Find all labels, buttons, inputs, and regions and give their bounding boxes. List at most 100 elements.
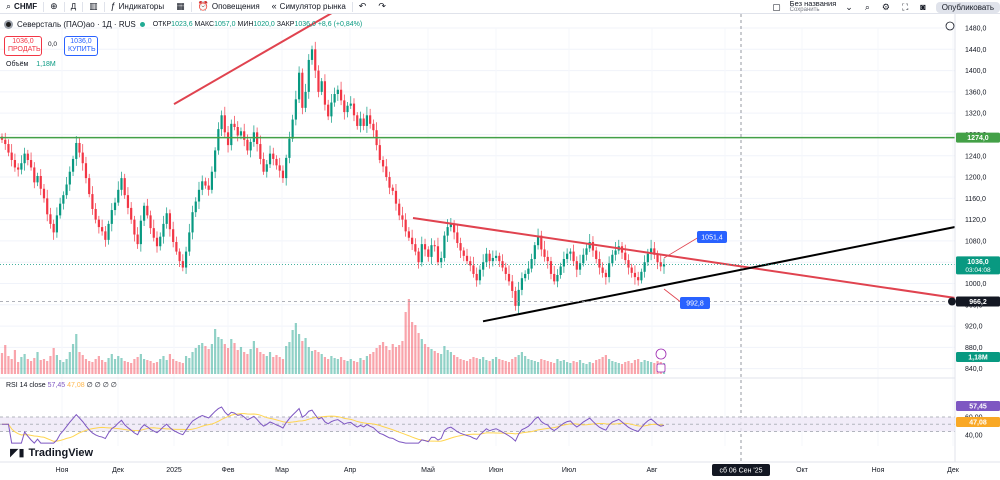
volume-bar <box>68 352 71 374</box>
candle <box>49 214 52 224</box>
candle <box>91 194 94 209</box>
candle <box>207 185 210 190</box>
candle <box>117 189 120 203</box>
candle <box>559 266 562 275</box>
chart-type-button[interactable]: ▥ <box>83 0 104 14</box>
quick-search-button[interactable]: ⌕ <box>859 0 876 14</box>
candle <box>268 153 272 165</box>
undo-button[interactable]: ↶ <box>353 0 373 14</box>
price-chart[interactable]: 1480,01440,01400,01360,01320,01280,01240… <box>0 14 1000 480</box>
rsi-value-tag-label: 57,45 <box>969 404 987 411</box>
rsi-ma-tag-bg <box>956 417 1000 427</box>
price-tick-label: 1000,0 <box>965 281 987 288</box>
plus-circle-icon: ⊕ <box>50 1 58 11</box>
volume-bar <box>575 362 578 374</box>
volume-bar <box>536 362 540 374</box>
candle <box>472 265 475 274</box>
volume-bar <box>297 334 301 374</box>
snapshot-button[interactable]: ◙ <box>914 0 931 14</box>
candle <box>362 118 365 126</box>
volume-bar <box>507 362 511 374</box>
price-axis[interactable]: 1480,01440,01400,01360,01320,01280,01240… <box>954 14 1000 462</box>
volume-bar <box>236 350 239 374</box>
volume-bar <box>501 360 504 374</box>
candle <box>517 289 520 306</box>
volume-bar <box>207 349 210 374</box>
time-axis[interactable]: НояДек2025ФевМарАпрМайИюнИюлАвгСенОктНоя… <box>0 461 1000 476</box>
candle <box>356 115 359 126</box>
change-value: +8,6 (+0,84%) <box>317 21 363 28</box>
candle <box>456 232 459 244</box>
trendlines[interactable] <box>0 14 981 323</box>
high-value: 1057,0 <box>214 21 236 28</box>
candle <box>155 237 159 247</box>
volume-bar <box>71 344 75 374</box>
toolbar-divider <box>351 1 353 12</box>
volume-bar <box>126 362 130 374</box>
symbol-search[interactable]: ⌕ CHMF <box>0 0 43 14</box>
fullscreen-button[interactable]: ⛶ <box>896 0 914 14</box>
volume-bar <box>556 359 559 374</box>
candle <box>230 123 233 146</box>
layout-button[interactable]: ▢ Без названия Сохранить ⌄ <box>766 0 859 14</box>
publish-button[interactable]: Опубликовать <box>935 1 1000 13</box>
candle <box>123 178 126 196</box>
candle <box>197 189 201 202</box>
price-tick-label: 1080,0 <box>965 238 987 245</box>
volume-bar <box>620 364 624 374</box>
alerts-button[interactable]: ⏰ Оповещения <box>192 0 266 14</box>
candle <box>591 241 595 251</box>
volume-bar <box>449 352 452 374</box>
interval-button[interactable]: Д <box>65 0 82 14</box>
candle <box>546 256 549 262</box>
rsi-band <box>0 377 1000 432</box>
redo-button[interactable]: ↷ <box>372 0 392 14</box>
candle <box>214 150 217 172</box>
volume-bar <box>214 329 217 374</box>
volume-bar <box>585 364 588 374</box>
indicators-button[interactable]: ƒ Индикаторы <box>105 0 171 14</box>
candle <box>533 245 536 260</box>
line-level-handle-icon <box>948 297 956 306</box>
fullscreen-icon: ⛶ <box>901 1 909 12</box>
candle <box>26 153 29 161</box>
line-level-tag-label: 966,2 <box>969 299 987 306</box>
volume-bar <box>23 354 26 374</box>
price-tick-label: 1360,0 <box>965 89 987 96</box>
volume-bar <box>359 358 362 374</box>
volume-bar <box>582 363 585 374</box>
candle <box>520 278 524 290</box>
candle <box>388 177 391 188</box>
candle <box>488 253 491 262</box>
volume-bar <box>407 299 410 374</box>
volume-bar <box>294 323 297 374</box>
candle <box>475 273 478 281</box>
sell-button[interactable]: 1036,0 ПРОДАТЬ <box>4 36 42 56</box>
volume-bar <box>194 348 197 374</box>
falling-resistance-line <box>412 217 981 303</box>
volume-value: 1,18M <box>36 61 56 68</box>
price-tick-label: 1480,0 <box>965 26 987 33</box>
time-tick-label: Дек <box>112 467 125 474</box>
candle <box>482 262 485 270</box>
candle <box>398 203 401 216</box>
replay-button[interactable]: « Симулятор рынка <box>266 0 352 14</box>
candle <box>220 115 223 130</box>
time-tick-label: Май <box>421 466 435 474</box>
candle <box>575 261 578 270</box>
candle <box>52 223 55 233</box>
candle <box>598 259 601 268</box>
volume-bar <box>452 355 456 374</box>
volume-bar <box>49 356 52 374</box>
volume-bar <box>378 345 381 374</box>
templates-button[interactable]: ▦ <box>170 0 191 14</box>
rewind-icon: « <box>271 1 277 11</box>
candle <box>149 215 152 229</box>
volume-bar <box>601 357 604 374</box>
settings-button[interactable]: ⚙ <box>876 0 896 14</box>
buy-button[interactable]: 1036,0 КУПИТЬ <box>64 36 98 56</box>
candle <box>465 255 469 262</box>
volume-bar <box>540 359 543 374</box>
replay-label: Симулятор рынка <box>279 2 346 11</box>
compare-button[interactable]: ⊕ <box>44 0 64 14</box>
